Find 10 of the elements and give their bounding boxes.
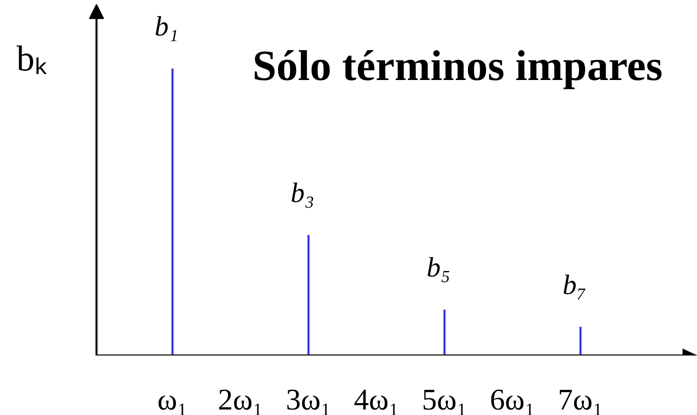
chart-title: Sólo términos impares bbox=[252, 43, 663, 90]
bar bbox=[308, 234, 310, 356]
bar bbox=[580, 326, 582, 356]
y-axis-title: bₖ bbox=[16, 38, 48, 78]
annotation: b₁ bbox=[154, 12, 178, 42]
annotation: b₃ bbox=[290, 178, 314, 209]
annotation: b₅ bbox=[426, 252, 450, 284]
bar bbox=[172, 68, 174, 356]
bar bbox=[444, 310, 446, 356]
annotation: b₇ bbox=[562, 270, 586, 301]
